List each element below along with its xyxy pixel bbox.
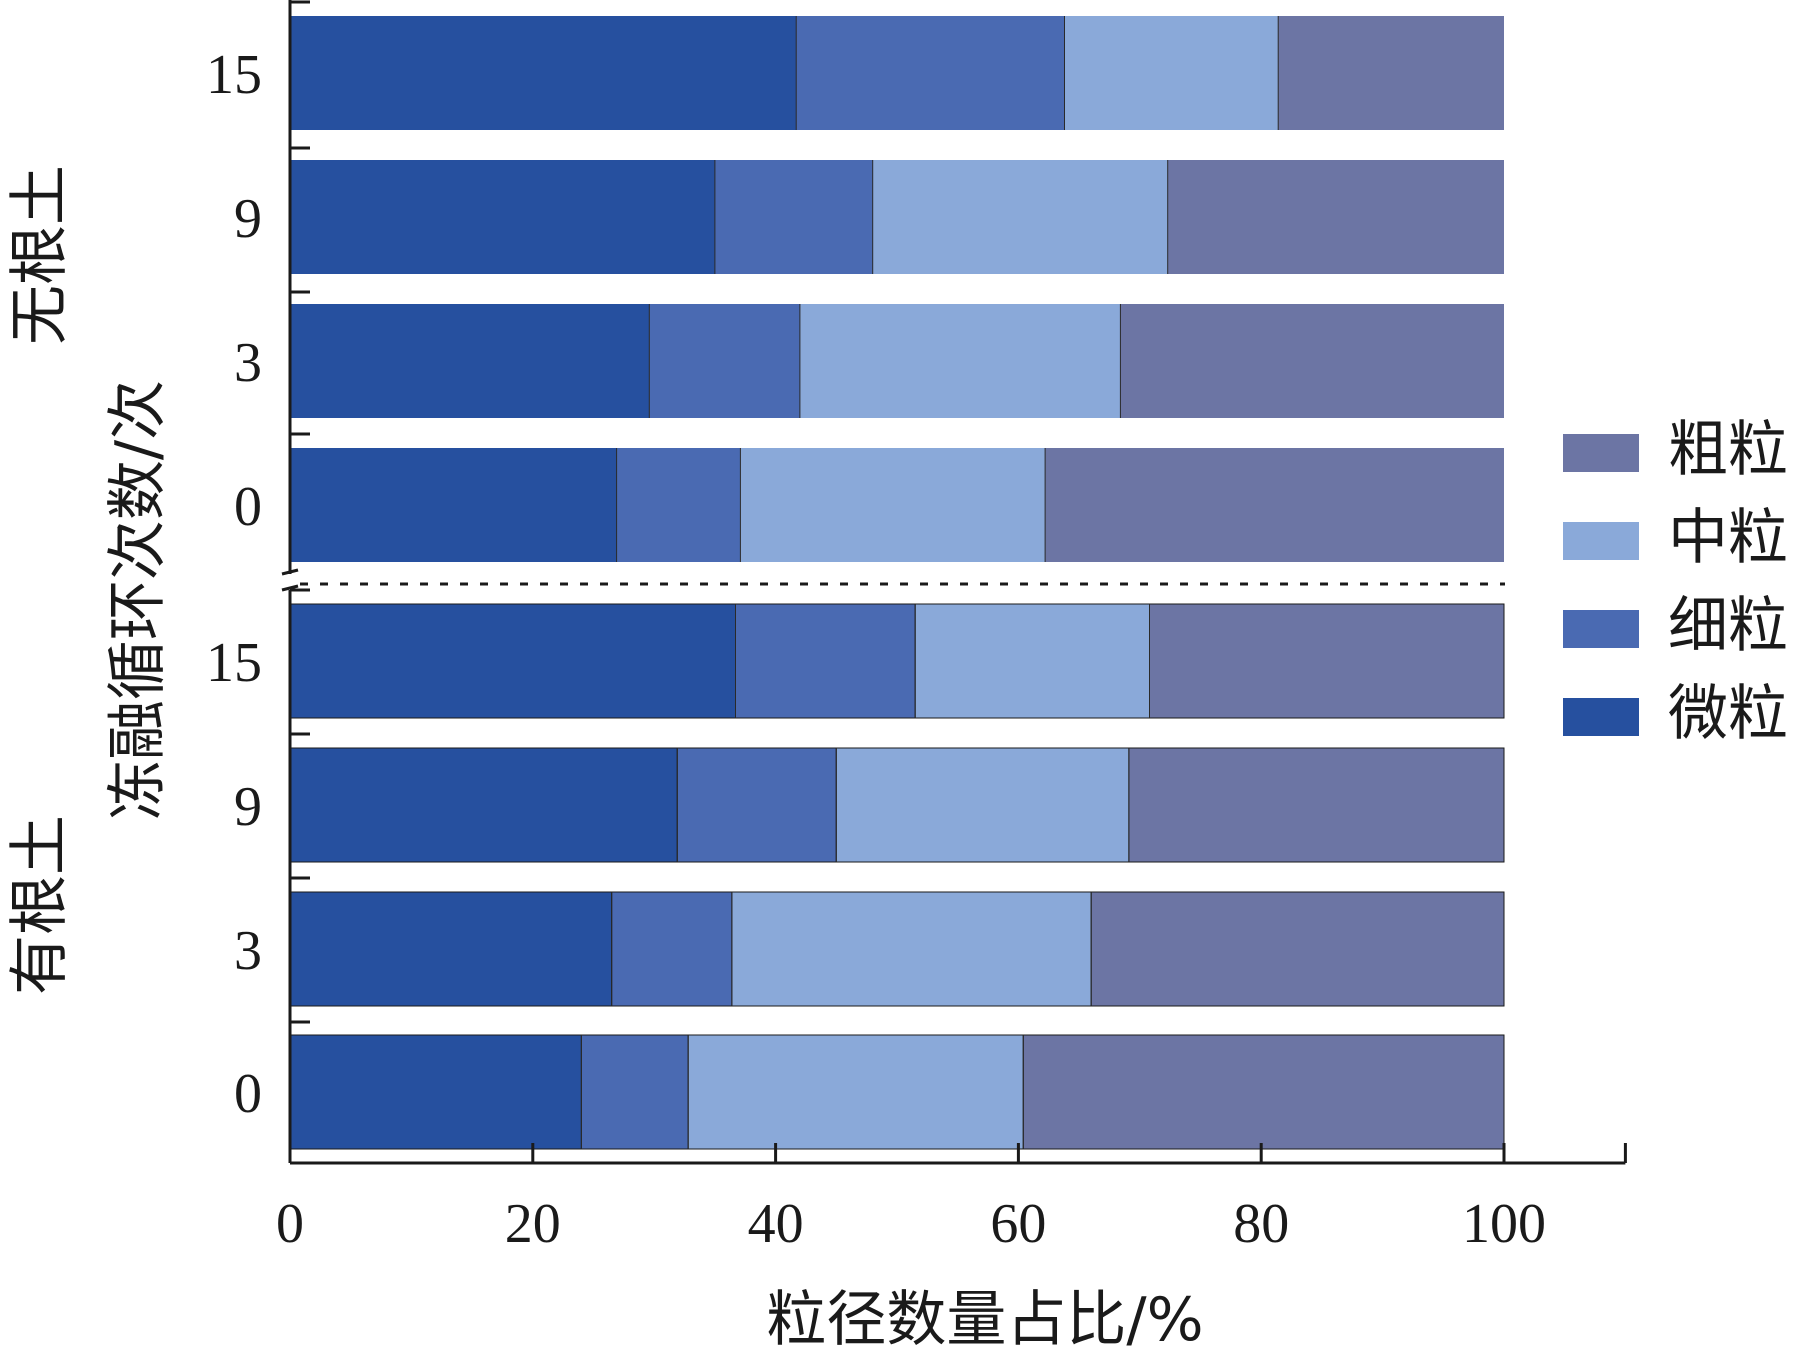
bar-segment-no-root-3-2 <box>649 304 800 418</box>
x-tick-label: 60 <box>990 1193 1046 1255</box>
bar-segment-root-15-1 <box>289 603 736 719</box>
bar-segment-root-15-3 <box>914 603 1151 719</box>
bar-segment-root-9-1 <box>289 747 678 863</box>
bar-segment-root-9-3 <box>835 747 1130 863</box>
legend-swatch <box>1563 434 1639 472</box>
bar-segment-root-0-1 <box>289 1034 582 1150</box>
legend-swatch <box>1563 610 1639 648</box>
legend-label: 中粒 <box>1668 503 1788 573</box>
group-label-no-root: 无根土 <box>5 165 75 345</box>
y-tick-label: 3 <box>234 920 262 982</box>
bar-segment-root-0-3 <box>687 1034 1024 1150</box>
bar-segment-no-root-9-3 <box>872 160 1168 274</box>
x-tick-label: 100 <box>1462 1193 1546 1255</box>
legend-swatch <box>1563 698 1639 736</box>
x-axis-title: 粒径数量占比/% <box>766 1285 1203 1354</box>
axis-break-mark <box>281 584 299 592</box>
y-tick-label: 9 <box>234 776 262 838</box>
axes-layer <box>281 0 1627 1165</box>
bar-segment-no-root-0-3 <box>740 448 1046 562</box>
y-axis-title: 冻融循环次数/次 <box>103 380 173 820</box>
x-tick-label: 80 <box>1233 1193 1289 1255</box>
bar-segment-no-root-9-2 <box>714 160 873 274</box>
legend-swatch <box>1563 522 1639 560</box>
axis-break-mark <box>281 568 299 576</box>
x-tick-label: 0 <box>276 1193 304 1255</box>
bar-segment-root-3-2 <box>611 891 733 1007</box>
bar-segment-no-root-15-4 <box>1278 16 1504 130</box>
bar-segment-root-0-2 <box>580 1034 689 1150</box>
y-tick-label: 0 <box>234 476 262 538</box>
bar-segment-no-root-0-4 <box>1045 448 1504 562</box>
group-label-root: 有根土 <box>5 815 75 995</box>
bar-segment-no-root-15-2 <box>796 16 1065 130</box>
x-tick-label: 40 <box>748 1193 804 1255</box>
bar-segment-no-root-9-4 <box>1167 160 1504 274</box>
bar-segment-root-9-4 <box>1128 747 1505 863</box>
y-tick-label: 0 <box>234 1063 262 1125</box>
bar-segment-no-root-0-1 <box>290 448 617 562</box>
bar-segment-no-root-0-2 <box>616 448 741 562</box>
bar-segment-no-root-3-1 <box>290 304 650 418</box>
bar-segment-root-3-3 <box>731 891 1092 1007</box>
y-tick-label: 3 <box>234 332 262 394</box>
legend-label: 细粒 <box>1668 591 1788 661</box>
y-tick-label: 15 <box>206 632 262 694</box>
bar-segment-root-15-2 <box>735 603 916 719</box>
bars-layer <box>289 16 1505 1150</box>
y-tick-label: 9 <box>234 188 262 250</box>
bar-segment-no-root-9-1 <box>290 160 715 274</box>
bar-segment-root-3-4 <box>1090 891 1505 1007</box>
bar-segment-root-0-4 <box>1022 1034 1505 1150</box>
legend-label: 粗粒 <box>1668 415 1788 485</box>
legend-label: 微粒 <box>1668 679 1788 749</box>
bar-segment-root-15-4 <box>1149 603 1505 719</box>
bar-segment-no-root-15-1 <box>290 16 797 130</box>
bar-segment-no-root-3-3 <box>799 304 1121 418</box>
bar-segment-no-root-3-4 <box>1120 304 1504 418</box>
bar-segment-no-root-15-3 <box>1064 16 1279 130</box>
x-tick-label: 20 <box>505 1193 561 1255</box>
bar-segment-root-9-2 <box>676 747 837 863</box>
bar-segment-root-3-1 <box>289 891 613 1007</box>
labels-layer: 15 9 3 0 15 9 3 0 0 20 40 60 80 100 粒径数量占比/% 冻融循环次数/次无根… <box>5 44 1546 1354</box>
y-tick-label: 15 <box>206 44 262 106</box>
